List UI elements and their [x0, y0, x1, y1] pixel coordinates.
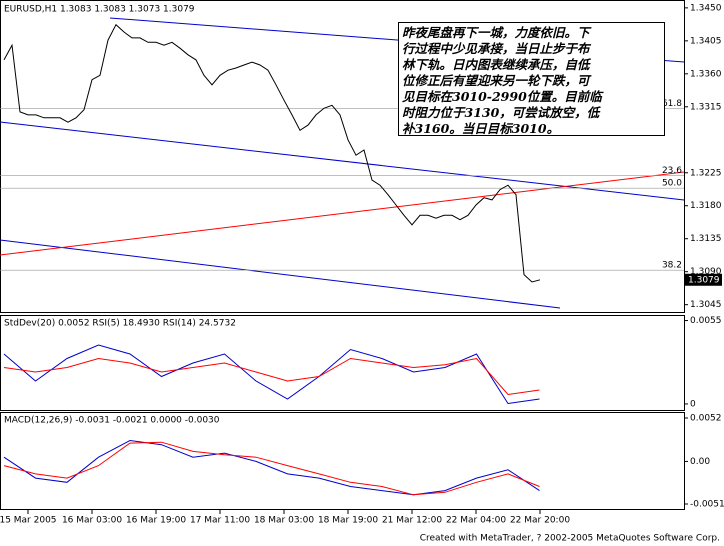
x-tick-label: 18 Mar 19:00: [318, 516, 378, 526]
series-line: [3, 357, 540, 396]
macd-title: MACD(12,26,9) -0.0031 -0.0021 0.0000 -0.…: [4, 416, 220, 426]
x-tick-label: 15 Mar 2005: [0, 516, 57, 526]
fib-label: 61.8: [662, 99, 682, 109]
x-tick-label: 22 Mar 20:00: [510, 516, 570, 526]
current-price: 1.3079: [688, 275, 720, 285]
footer: Created with MetaTrader, ? 2002-2005 Met…: [420, 534, 720, 544]
fib-label: 50.0: [662, 179, 682, 189]
indicator-title: StdDev(20) 0.0052 RSI(5) 18.4930 RSI(14)…: [4, 319, 236, 329]
trend-line: [0, 171, 685, 256]
channel-line: [0, 239, 561, 309]
annotation-line: 见目标在3010-2990位置。目前临: [402, 89, 602, 104]
main-panel: [0, 0, 685, 313]
y-tick-label: 0: [690, 399, 696, 409]
channel-line: [0, 121, 685, 201]
y-tick-label: 1.3180: [690, 201, 722, 211]
annotation-line: 昨夜尾盘再下一城，力度依旧。下: [402, 25, 590, 40]
y-tick-label: 1.3045: [690, 300, 722, 310]
y-tick-label: 1.3450: [690, 3, 722, 13]
x-tick-label: 16 Mar 03:00: [62, 516, 122, 526]
x-tick-label: 22 Mar 04:00: [446, 516, 506, 526]
annotation-line: 行过程中少见承接，当日止步于布: [402, 41, 590, 56]
series-line: [3, 441, 540, 496]
y-tick-label: 0.0052: [690, 414, 722, 424]
fib-label: 23.6: [662, 166, 682, 176]
y-tick-label: 1.3090: [690, 267, 722, 277]
x-tick-label: 18 Mar 03:00: [254, 516, 314, 526]
series-line: [3, 23, 541, 283]
series-line: [3, 344, 540, 405]
annotation-box: 昨夜尾盘再下一城，力度依旧。下 行过程中少见承接，当日止步于布 林下轨。日内图表继续…: [398, 22, 665, 136]
x-tick-label: 16 Mar 19:00: [126, 516, 186, 526]
annotation-line: 补3160。当日目标3010。: [402, 121, 560, 136]
series-line: [3, 439, 540, 496]
y-tick-label: 0.00: [690, 457, 710, 467]
x-tick-label: 17 Mar 11:00: [190, 516, 250, 526]
y-tick-label: 1.3315: [690, 102, 722, 112]
chart-title: EURUSD,H1 1.3083 1.3083 1.3073 1.3079: [4, 5, 195, 15]
y-tick-label: -0.0051: [690, 499, 724, 509]
y-tick-label: 1.3360: [690, 69, 722, 79]
annotation-line: 林下轨。日内图表继续承压，自低: [402, 57, 590, 72]
fib-label: 38.2: [662, 261, 682, 271]
y-tick-label: 1.3135: [690, 234, 722, 244]
annotation-line: 时阻力位于3130，可尝试放空，低: [402, 105, 600, 120]
y-tick-label: 1.3225: [690, 168, 722, 178]
annotation-line: 位修正后有望迎来另一轮下跌，可: [402, 73, 590, 88]
indicator-panel: [0, 315, 685, 411]
x-tick-label: 21 Mar 12:00: [382, 516, 442, 526]
price-tag: [685, 273, 722, 286]
y-tick-label: 0.0055: [690, 316, 722, 326]
y-tick-label: 1.3405: [690, 36, 722, 46]
macd-panel: [0, 412, 685, 510]
